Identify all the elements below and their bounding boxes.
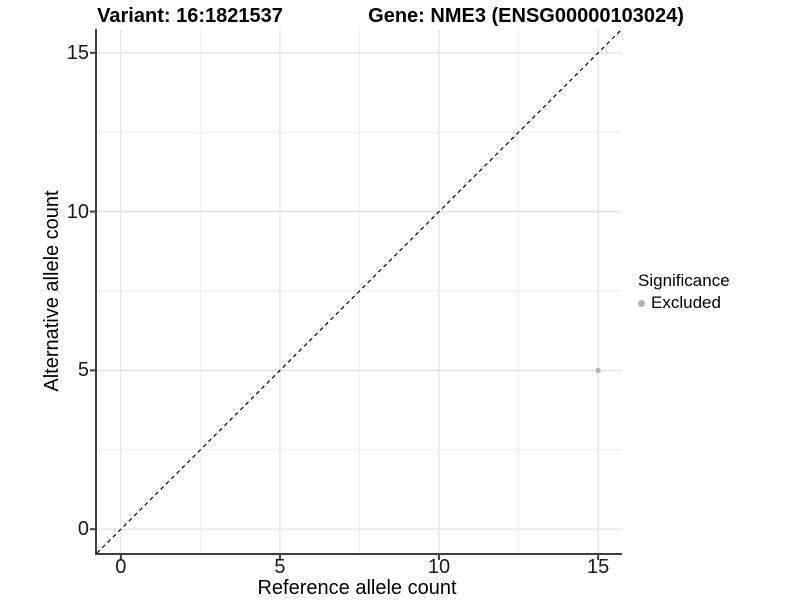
y-tick-label: 0 xyxy=(77,518,89,541)
legend-items: Excluded xyxy=(638,293,730,313)
data-point xyxy=(595,367,601,373)
plot-panel xyxy=(90,28,623,560)
plot-canvas xyxy=(90,28,623,560)
legend-key-dot-icon xyxy=(638,299,645,307)
legend-title: Significance xyxy=(638,271,730,290)
x-tick-label: 10 xyxy=(427,556,451,578)
plot-title-gene: Gene: NME3 (ENSG00000103024) xyxy=(368,5,684,27)
plot-title-variant: Variant: 16:1821537 xyxy=(97,5,283,27)
y-tick-label: 5 xyxy=(77,359,89,382)
legend: Significance Excluded xyxy=(638,271,730,313)
x-tick-label: 15 xyxy=(587,556,610,578)
identity-dashed-line xyxy=(96,28,623,554)
x-tick-label: 5 xyxy=(274,556,286,578)
y-tick-label: 10 xyxy=(66,200,89,223)
legend-item-label: Excluded xyxy=(651,293,721,312)
x-tick-label: 0 xyxy=(115,556,127,578)
legend-item: Excluded xyxy=(638,293,730,313)
x-axis-title: Reference allele count xyxy=(257,577,457,599)
y-tick-label: 15 xyxy=(66,41,89,64)
